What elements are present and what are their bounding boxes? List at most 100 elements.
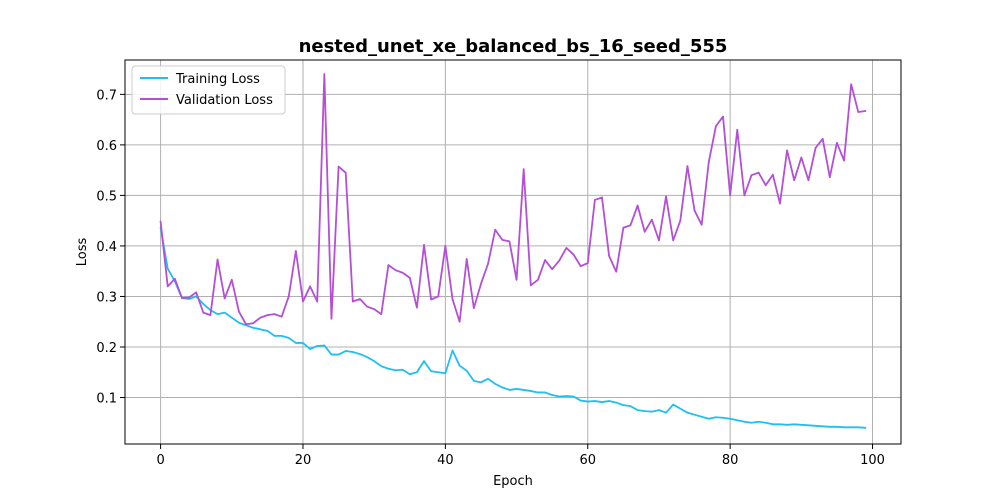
data-point-training-loss — [337, 353, 340, 356]
data-point-training-loss — [522, 389, 525, 391]
data-point-training-loss — [480, 381, 482, 384]
data-point-validation-loss — [408, 276, 411, 279]
data-point-training-loss — [665, 411, 667, 414]
data-point-training-loss — [850, 426, 853, 429]
data-point-validation-loss — [209, 314, 212, 317]
data-point-training-loss — [537, 391, 539, 394]
data-point-validation-loss — [344, 171, 347, 174]
data-point-training-loss — [650, 410, 653, 413]
data-point-validation-loss — [252, 322, 255, 325]
data-point-validation-loss — [558, 259, 561, 262]
data-point-validation-loss — [764, 184, 767, 187]
data-point-validation-loss — [672, 239, 675, 242]
y-tick-label: 0.6 — [96, 139, 117, 154]
data-point-validation-loss — [857, 111, 860, 113]
data-point-training-loss — [601, 401, 603, 403]
data-point-validation-loss — [814, 147, 817, 149]
data-point-validation-loss — [707, 161, 710, 163]
legend-label-validation-loss: Validation Loss — [176, 93, 273, 108]
legend-label-training-loss: Training Loss — [175, 72, 260, 87]
data-point-validation-loss — [302, 300, 304, 303]
data-point-validation-loss — [273, 313, 276, 316]
data-point-validation-loss — [472, 307, 475, 309]
data-point-training-loss — [779, 423, 781, 426]
data-point-validation-loss — [415, 306, 418, 309]
data-point-validation-loss — [309, 285, 311, 288]
data-point-validation-loss — [622, 226, 625, 229]
data-point-validation-loss — [537, 278, 539, 281]
x-axis-label: Epoch — [493, 474, 533, 489]
data-point-training-loss — [864, 426, 867, 429]
data-point-training-loss — [330, 353, 333, 356]
data-point-validation-loss — [665, 195, 667, 198]
data-point-validation-loss — [743, 194, 746, 197]
data-point-training-loss — [544, 391, 546, 394]
data-point-validation-loss — [771, 173, 774, 176]
data-point-training-loss — [387, 367, 390, 370]
x-tick-label: 60 — [579, 453, 596, 468]
data-point-validation-loss — [373, 308, 376, 310]
data-point-training-loss — [202, 303, 205, 305]
data-point-validation-loss — [266, 314, 269, 317]
data-point-training-loss — [294, 342, 297, 344]
data-point-validation-loss — [629, 224, 632, 227]
series-line-training-loss — [159, 226, 867, 429]
data-point-training-loss — [636, 409, 639, 412]
data-point-validation-loss — [615, 270, 618, 273]
y-axis-label: Loss — [75, 238, 90, 267]
data-point-training-loss — [273, 334, 276, 337]
data-point-validation-loss — [750, 174, 753, 177]
data-point-training-loss — [501, 386, 504, 389]
data-point-validation-loss — [387, 264, 390, 267]
data-point-training-loss — [380, 365, 383, 368]
data-point-training-loss — [821, 425, 824, 428]
data-point-training-loss — [800, 423, 803, 426]
data-point-validation-loss — [722, 115, 724, 118]
data-point-training-loss — [252, 326, 255, 329]
data-point-training-loss — [394, 369, 397, 372]
data-point-validation-loss — [551, 268, 554, 271]
data-point-training-loss — [508, 389, 511, 391]
data-point-validation-loss — [693, 209, 696, 212]
axis-ticks: 0 20 40 60 80 100 0.1 0.2 0.3 0.4 0.5 0.6 0.7 — [96, 88, 885, 468]
data-point-validation-loss — [636, 204, 639, 207]
data-point-training-loss — [344, 350, 347, 352]
data-point-validation-loss — [786, 149, 788, 152]
data-point-validation-loss — [423, 244, 425, 246]
data-point-validation-loss — [501, 238, 504, 241]
data-point-validation-loss — [779, 202, 781, 205]
data-point-validation-loss — [800, 156, 803, 159]
data-point-validation-loss — [465, 258, 468, 260]
data-point-validation-loss — [316, 300, 319, 303]
data-point-training-loss — [764, 421, 767, 424]
data-point-validation-loss — [444, 245, 447, 247]
data-point-training-loss — [230, 316, 233, 319]
data-point-training-loss — [658, 409, 660, 412]
data-point-validation-loss — [572, 253, 575, 256]
data-point-training-loss — [494, 382, 497, 385]
x-tick-label: 20 — [295, 453, 312, 468]
data-point-validation-loss — [401, 271, 404, 274]
data-point-validation-loss — [700, 223, 703, 226]
data-point-validation-loss — [223, 297, 226, 300]
data-point-training-loss — [565, 395, 568, 397]
data-point-training-loss — [551, 394, 554, 396]
data-point-validation-loss — [529, 284, 532, 287]
data-point-validation-loss — [380, 313, 383, 316]
data-point-training-loss — [857, 426, 860, 429]
data-point-training-loss — [736, 419, 739, 422]
data-point-training-loss — [722, 416, 724, 419]
data-point-training-loss — [828, 425, 831, 428]
data-point-validation-loss — [807, 179, 810, 182]
data-point-training-loss — [444, 372, 447, 375]
data-point-validation-loss — [323, 73, 326, 76]
data-point-validation-loss — [843, 159, 845, 162]
data-point-validation-loss — [458, 320, 461, 323]
data-point-validation-loss — [565, 247, 568, 249]
data-point-training-loss — [351, 351, 354, 353]
y-tick-label: 0.1 — [96, 392, 117, 407]
data-point-validation-loss — [351, 300, 354, 303]
y-tick-label: 0.3 — [96, 290, 117, 305]
data-point-training-loss — [487, 377, 489, 380]
